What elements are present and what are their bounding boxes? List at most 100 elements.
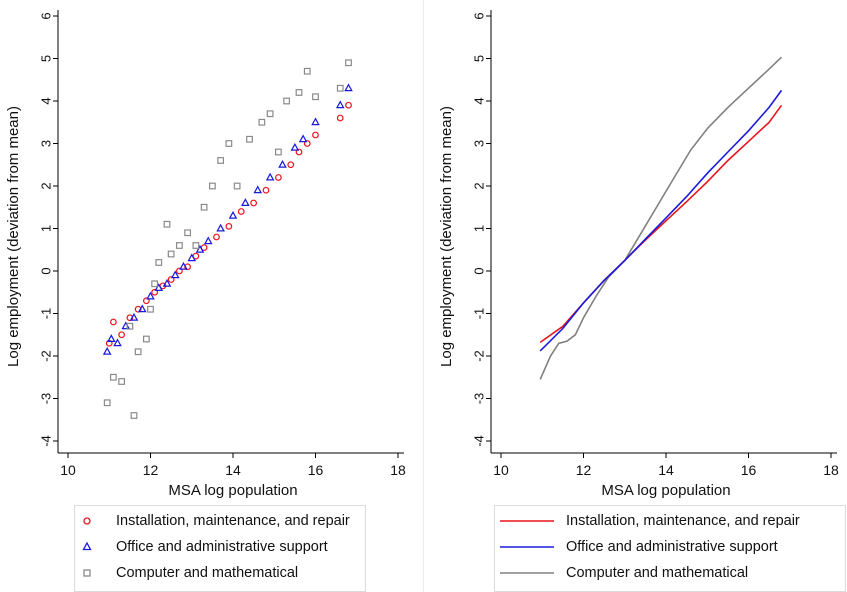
data-point <box>118 331 126 339</box>
data-point <box>187 253 197 262</box>
x-tick-label: 12 <box>576 462 592 478</box>
y-tick-label: 4 <box>38 97 53 104</box>
y-tick-label: 2 <box>471 182 486 189</box>
y-tick-label: -4 <box>471 435 486 447</box>
data-point <box>345 101 352 109</box>
data-point <box>265 172 275 181</box>
data-point <box>295 89 303 96</box>
data-point <box>311 117 320 126</box>
y-tick-label: 6 <box>471 12 486 19</box>
data-point <box>290 142 300 151</box>
data-point <box>233 182 241 190</box>
data-point <box>105 339 113 347</box>
x-tick-label: 10 <box>493 462 509 478</box>
series-line <box>539 89 783 352</box>
legend-label: Office and administrative support <box>116 539 328 555</box>
data-point <box>228 210 238 219</box>
data-point <box>175 267 183 275</box>
data-point <box>298 134 308 143</box>
data-point <box>130 412 138 419</box>
data-point <box>283 97 291 105</box>
panel-divider <box>423 0 424 592</box>
data-point <box>179 261 188 270</box>
data-point <box>113 338 122 347</box>
legend-item-installation: Installation, maintenance, and repair <box>78 508 350 534</box>
x-tick-label: 14 <box>658 462 674 478</box>
data-point <box>167 250 175 258</box>
y-tick-label: 0 <box>38 267 53 274</box>
data-point <box>151 288 159 296</box>
data-point <box>336 84 344 92</box>
y-tick-label: 6 <box>38 12 53 19</box>
data-point <box>278 159 287 168</box>
data-point <box>312 131 319 139</box>
y-tick-label: -2 <box>471 350 486 362</box>
y-tick-label: 1 <box>38 225 53 232</box>
data-point <box>208 182 216 190</box>
legend-label: Office and administrative support <box>566 539 778 555</box>
y-tick-label: -4 <box>38 435 53 447</box>
legend-label: Installation, maintenance, and repair <box>566 513 800 529</box>
data-point <box>102 346 112 355</box>
series <box>103 59 352 419</box>
y-tick-label: -1 <box>471 308 486 320</box>
data-point <box>274 148 282 156</box>
y-tick-label: -3 <box>38 393 53 405</box>
data-point <box>312 93 319 101</box>
legend-label: Computer and mathematical <box>116 565 299 581</box>
data-point <box>237 208 245 215</box>
data-point <box>163 220 171 228</box>
data-point <box>225 140 233 147</box>
y-tick-label: -2 <box>38 350 53 362</box>
gray-line-icon <box>498 563 558 583</box>
y-tick-label: -1 <box>38 308 53 320</box>
data-point <box>258 118 266 126</box>
data-point <box>200 203 208 211</box>
legend-item-office: Office and administrative support <box>498 534 800 560</box>
legend-label: Computer and mathematical <box>566 565 749 581</box>
data-point <box>151 280 159 288</box>
x-tick-label: 12 <box>143 462 159 478</box>
data-point <box>344 83 353 92</box>
data-point <box>167 276 175 283</box>
data-point <box>175 242 183 249</box>
data-point <box>109 318 117 326</box>
y-tick-label: 5 <box>38 55 53 62</box>
data-point <box>195 244 205 253</box>
data-point <box>109 373 117 381</box>
series <box>105 101 352 347</box>
data-point <box>246 135 253 143</box>
y-tick-label: 1 <box>471 225 486 232</box>
x-tick-label: 10 <box>60 462 76 478</box>
data-point <box>295 148 303 156</box>
data-point <box>303 140 311 147</box>
data-point <box>253 185 263 194</box>
x-tick-label: 16 <box>308 462 324 478</box>
legend-item-computer: Computer and mathematical <box>498 560 800 586</box>
scatter-panel: -4 -3 -2 -1 0 1 2 3 4 5 6 10 12 14 16 18 MSA log populat… <box>0 0 423 592</box>
data-point <box>146 291 155 300</box>
x-axis-label: MSA log population <box>168 482 297 499</box>
data-point <box>287 161 295 169</box>
data-point <box>154 283 164 291</box>
data-point <box>213 233 220 241</box>
data-point <box>335 100 345 109</box>
scatter-legend: Installation, maintenance, and repair Of… <box>78 508 350 586</box>
line-legend: Installation, maintenance, and repair Of… <box>498 508 800 586</box>
data-point <box>118 378 126 385</box>
x-tick-label: 14 <box>225 462 241 478</box>
y-axis-label: Log employment (deviation from mean) <box>438 106 455 367</box>
data-point <box>134 348 142 356</box>
data-point <box>225 222 233 230</box>
data-point <box>274 174 282 181</box>
y-tick-label: 5 <box>471 55 486 62</box>
y-tick-label: 0 <box>471 267 486 274</box>
legend-label: Installation, maintenance, and repair <box>116 513 350 529</box>
legend-item-installation: Installation, maintenance, and repair <box>498 508 800 534</box>
y-tick-label: -3 <box>471 393 486 405</box>
data-point <box>203 236 213 245</box>
